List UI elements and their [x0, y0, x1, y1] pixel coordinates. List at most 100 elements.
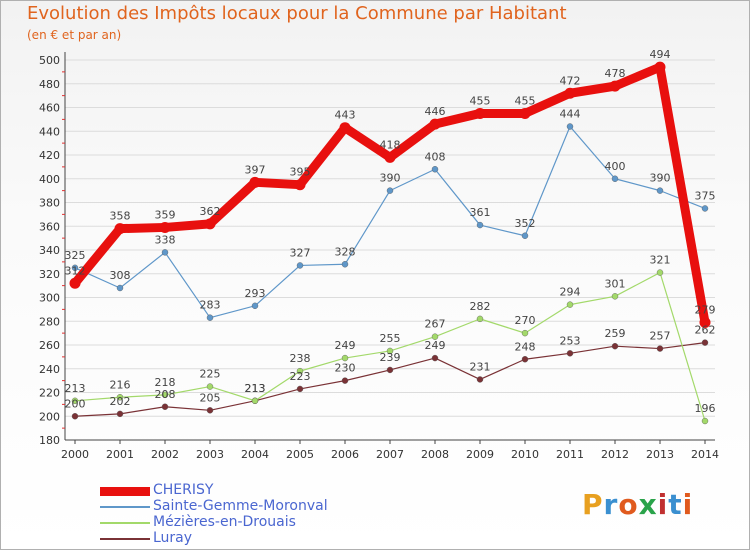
data-point [206, 314, 214, 321]
data-point [251, 397, 259, 405]
data-point [204, 218, 216, 230]
data-label: 375 [695, 189, 716, 202]
x-tick-label: 2011 [556, 448, 584, 461]
data-label: 213 [65, 382, 86, 395]
data-label: 397 [245, 163, 266, 176]
data-label: 208 [155, 388, 176, 401]
data-label: 455 [470, 94, 491, 107]
y-tick-label: 360 [39, 220, 60, 233]
data-label: 205 [200, 391, 221, 404]
x-tick-label: 2004 [241, 448, 269, 461]
legend-label: Mézières-en-Drouais [153, 514, 296, 530]
logo-letter: o [618, 488, 639, 521]
data-point [701, 339, 709, 346]
data-point [564, 87, 576, 99]
data-label: 321 [650, 254, 671, 267]
series-m-zi-res-en-drouais [71, 269, 709, 425]
data-label: 455 [515, 94, 536, 107]
y-tick-label: 340 [39, 244, 60, 257]
data-label: 259 [605, 327, 626, 340]
logo-letter: x [638, 488, 658, 521]
data-point [701, 417, 709, 425]
data-label: 213 [245, 382, 266, 395]
x-tick-label: 2010 [511, 448, 539, 461]
data-label: 308 [110, 269, 131, 282]
data-label: 225 [200, 368, 221, 381]
legend-swatch [100, 522, 150, 524]
data-point [341, 354, 349, 362]
y-tick-label: 200 [39, 410, 60, 423]
data-label: 216 [110, 378, 131, 391]
data-label: 253 [560, 334, 581, 347]
data-point [71, 397, 79, 405]
data-point [431, 333, 439, 340]
data-point [386, 366, 394, 374]
data-label: 249 [425, 339, 446, 352]
data-point [656, 345, 664, 352]
series-sainte-gemme-moronval [71, 123, 709, 321]
legend-label: CHERISY [153, 482, 214, 498]
x-tick-label: 2000 [61, 448, 89, 461]
data-label: 249 [335, 339, 356, 352]
data-label: 444 [560, 108, 581, 121]
data-label: 257 [650, 330, 671, 343]
y-tick-label: 320 [39, 268, 60, 281]
data-point [386, 347, 394, 355]
data-point [159, 221, 171, 233]
data-point [341, 377, 349, 384]
y-tick-label: 400 [39, 173, 60, 186]
data-point [341, 261, 349, 268]
data-label: 362 [200, 205, 221, 218]
data-label: 301 [605, 277, 626, 290]
y-tick-label: 180 [39, 434, 60, 447]
y-tick-label: 420 [39, 149, 60, 162]
x-tick-label: 2003 [196, 448, 224, 461]
data-label: 446 [425, 105, 446, 118]
data-point [521, 356, 529, 363]
data-point [116, 410, 124, 418]
y-tick-label: 380 [39, 197, 60, 210]
y-tick-label: 220 [39, 387, 60, 400]
data-point [116, 284, 124, 292]
data-label: 218 [155, 376, 176, 389]
data-label: 338 [155, 233, 176, 246]
data-label: 390 [650, 172, 671, 185]
data-point [566, 123, 574, 130]
data-point [476, 221, 484, 229]
legend-swatch [100, 506, 150, 508]
data-label: 202 [110, 395, 131, 408]
x-tick-label: 2005 [286, 448, 314, 461]
data-label: 478 [605, 67, 626, 80]
logo-letter: i [682, 488, 694, 521]
data-point [206, 383, 214, 390]
data-label: 267 [425, 318, 446, 331]
data-point [521, 329, 529, 337]
data-label: 239 [380, 351, 401, 364]
x-tick-label: 2006 [331, 448, 359, 461]
data-label: 359 [155, 208, 176, 221]
data-label: 494 [650, 48, 671, 61]
x-tick-label: 2013 [646, 448, 674, 461]
data-label: 400 [605, 160, 626, 173]
data-point [251, 302, 259, 310]
logo-letter: P [582, 488, 604, 521]
x-tick-label: 2009 [466, 448, 494, 461]
data-label: 390 [380, 172, 401, 185]
logo-letter: r [603, 488, 619, 521]
data-point [161, 403, 169, 410]
x-tick-label: 2002 [151, 448, 179, 461]
data-label: 312 [65, 264, 86, 277]
data-label: 283 [200, 299, 221, 312]
y-tick-label: 260 [39, 339, 60, 352]
x-tick-label: 2008 [421, 448, 449, 461]
data-point [249, 176, 261, 188]
data-point [519, 107, 531, 119]
proxiti-logo: Proxiti [582, 488, 693, 521]
data-label: 395 [290, 166, 311, 179]
data-point [611, 342, 619, 350]
x-tick-label: 2001 [106, 448, 134, 461]
data-point [654, 61, 666, 73]
y-tick-label: 440 [39, 125, 60, 138]
